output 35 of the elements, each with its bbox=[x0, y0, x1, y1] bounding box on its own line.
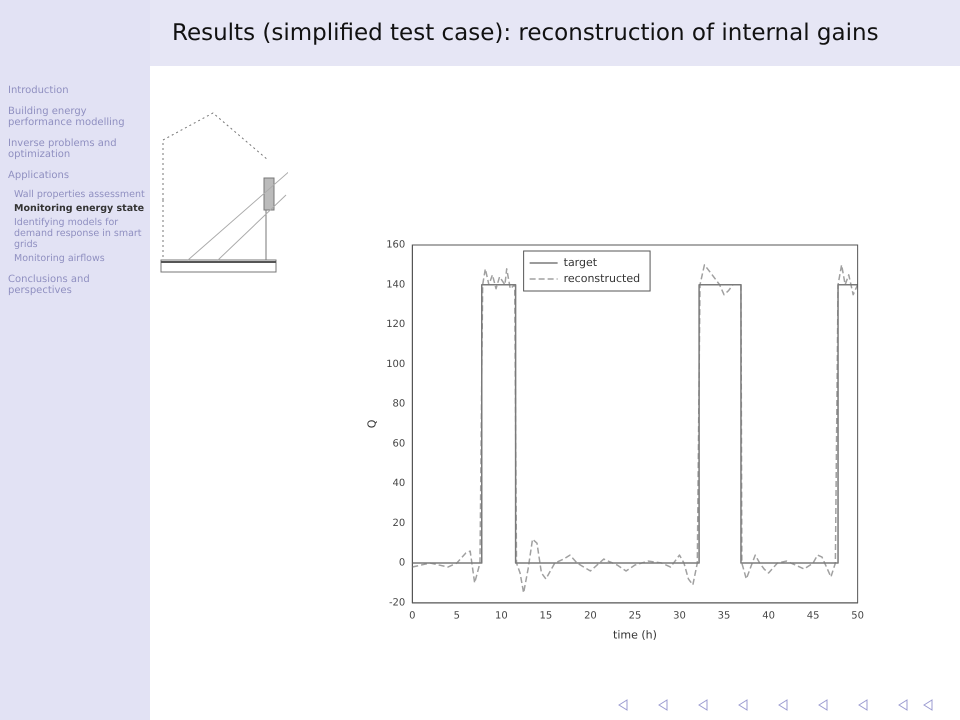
y-tick-label: 0 bbox=[398, 558, 406, 569]
y-tick-label: 80 bbox=[392, 398, 406, 410]
chart-title: Results (simplified test case): reconstruction of internal gains bbox=[172, 20, 879, 46]
text: Applications bbox=[8, 170, 70, 181]
x-tick-label: 15 bbox=[540, 610, 552, 622]
text: Identifying models for demand response in smart grids bbox=[13, 216, 143, 251]
text: Conclusions and perspectives bbox=[8, 274, 91, 297]
y-tick-label: 140 bbox=[386, 279, 406, 290]
x-tick-label: 10 bbox=[494, 610, 508, 622]
y-tick-label: 60 bbox=[392, 438, 406, 450]
text: Introduction bbox=[8, 85, 70, 96]
y-tick-label: 40 bbox=[392, 478, 406, 490]
x-tick-label: 5 bbox=[454, 610, 460, 622]
x-tick-label: 25 bbox=[628, 610, 642, 622]
x-tick-label: 40 bbox=[762, 610, 775, 622]
y-tick-label: 160 bbox=[386, 240, 406, 251]
x-tick-label: 20 bbox=[584, 610, 597, 622]
x-axis-title: time (h) bbox=[613, 628, 657, 642]
x-tick-label: 45 bbox=[806, 610, 820, 622]
y-tick-label: 120 bbox=[386, 319, 406, 330]
y-tick-label: 20 bbox=[392, 518, 406, 529]
legend-label: target bbox=[564, 256, 598, 269]
legend-label: reconstructed bbox=[564, 272, 640, 285]
text: Monitoring energy state bbox=[13, 202, 146, 215]
text: Building energy performance modelling bbox=[8, 106, 126, 128]
x-tick-label: 30 bbox=[673, 610, 686, 622]
text: Wall properties assessment bbox=[13, 189, 146, 201]
x-tick-label: 50 bbox=[851, 610, 864, 622]
x-tick-label: 0 bbox=[409, 610, 416, 622]
text: Inverse problems and optimization bbox=[8, 138, 118, 160]
text: Monitoring airflows bbox=[13, 252, 106, 265]
x-tick-label: 35 bbox=[718, 610, 730, 622]
y-axis-title: Q bbox=[365, 419, 378, 428]
y-tick-label: 100 bbox=[386, 358, 406, 370]
y-tick-label: -20 bbox=[388, 597, 406, 608]
